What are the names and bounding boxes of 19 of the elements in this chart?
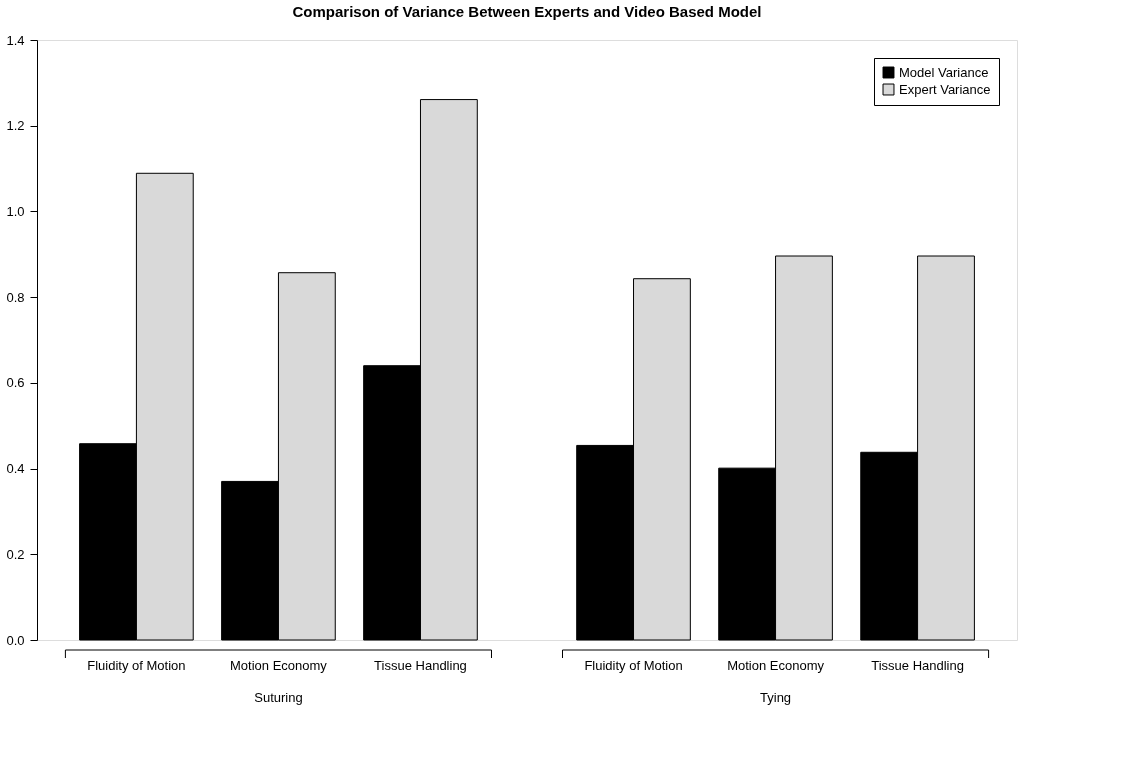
y-tick-label: 0.2 bbox=[6, 546, 25, 562]
text: Suturing bbox=[254, 690, 303, 705]
y-tick-label: 0.4 bbox=[6, 461, 25, 477]
legend-label: Model Variance bbox=[899, 64, 989, 80]
x-tick-label: Tissue Handling bbox=[374, 658, 467, 673]
x-tick-label: Motion Economy bbox=[727, 658, 825, 673]
y-tick-label: 0.0 bbox=[6, 632, 25, 648]
y-tick-label: 1.2 bbox=[6, 118, 25, 134]
y-tick-label: 0.8 bbox=[6, 289, 25, 305]
y-tick-label: 1.0 bbox=[6, 203, 25, 219]
legend-label: Expert Variance bbox=[899, 81, 991, 97]
x-tick-label: Tissue Handling bbox=[871, 658, 964, 673]
x-tick-label: Fluidity of Motion bbox=[87, 658, 186, 673]
x-tick-label: Fluidity of Motion bbox=[584, 658, 683, 673]
y-tick-label: 1.4 bbox=[6, 32, 25, 48]
chart-title: Comparison of Variance Between Experts and Video Based Model bbox=[292, 3, 762, 20]
x-tick-label: Motion Economy bbox=[230, 658, 328, 673]
y-tick-label: 0.6 bbox=[6, 375, 25, 391]
text: Tying bbox=[760, 690, 792, 705]
